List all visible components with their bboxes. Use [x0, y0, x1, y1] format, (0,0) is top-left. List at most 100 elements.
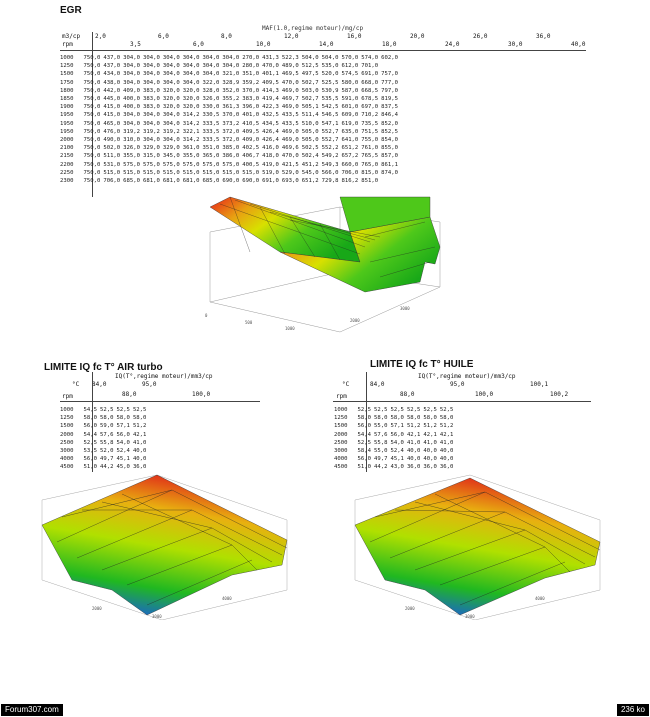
table-cell: 42,1 [439, 431, 454, 438]
table-cell: 304,0 [123, 71, 141, 78]
table-cell: 819,5 [381, 96, 398, 103]
table-cell: 706,0 [341, 169, 359, 176]
table-cell: 445,0 [103, 96, 121, 103]
table-cell: 668,5 [361, 87, 379, 94]
table-cell: 515,0 [123, 169, 141, 176]
table-cell: 520,0 [321, 71, 339, 78]
table-cell: 515,0 [222, 169, 240, 176]
table-cell: 351,0 [202, 145, 220, 152]
table-cell: 36,0 [406, 464, 421, 471]
huile-unit-rpm: rpm [336, 393, 347, 400]
table-cell: 58,0 [132, 415, 147, 422]
table-cell: 58,0 [406, 415, 421, 422]
table-cell: 56,0 [357, 456, 371, 463]
column-header: 100,1 [530, 381, 549, 388]
egr-table: 1000 750,0 437,0 304,0 304,0 304,0 304,0 304,0 3… [60, 54, 620, 185]
table-cell: 797,0 [381, 87, 398, 94]
table-cell: 345,0 [162, 153, 180, 160]
table-cell: 333,5 [202, 128, 220, 135]
table-cell: 54,5 [83, 407, 97, 413]
table-row: 2150 750,0 511,0 355,0 315,0 345,0 355,0 365,0 3… [60, 152, 401, 160]
table-cell: 619,0 [341, 120, 359, 127]
table-cell: 442,0 [103, 87, 121, 94]
table-cell: 40,0 [423, 456, 437, 463]
table-row: 4500 51,0 44,2 45,0 36,0 [60, 463, 149, 471]
table-cell: 304,0 [143, 55, 160, 61]
table-cell: 552,7 [321, 128, 339, 135]
table-cell: 304,0 [123, 55, 141, 61]
table-cell: 502,7 [301, 79, 319, 86]
table-cell: 502,7 [301, 96, 319, 103]
air-axis-ticks: 2000 3000 4000 [92, 596, 232, 619]
table-cell: 735,5 [361, 120, 379, 127]
huile-axis-ticks: 2000 3000 4000 [405, 596, 545, 619]
table-cell: 304,0 [182, 63, 200, 70]
table-cell: 750,0 [83, 87, 101, 94]
table-cell: 41,0 [439, 439, 454, 446]
table-cell: 815,0 [361, 169, 379, 176]
table-cell: 549,2 [321, 153, 339, 160]
table-cell: 52,0 [99, 448, 114, 455]
huile-axis-box [354, 474, 601, 620]
table-cell: 58,4 [357, 448, 371, 455]
row-header-cell: 2250 [60, 169, 74, 176]
table-cell: 55,0 [373, 423, 388, 430]
table-cell: 304,0 [162, 55, 180, 61]
table-cell: 355,0 [182, 153, 200, 160]
table-cell: 52,5 [99, 407, 114, 413]
table-row: 4000 56,0 49,7 45,1 40,0 40,0 40,0 [334, 455, 456, 463]
table-cell: 42,1 [132, 431, 147, 438]
table-cell: 372,0 [222, 128, 240, 135]
egr-surface-plot: 0 500 1000 2000 3000 [205, 196, 441, 333]
table-cell: 383,0 [143, 96, 160, 103]
egr-header-divider [60, 50, 586, 51]
table-cell: 401,1 [262, 71, 279, 78]
table-cell: 329,0 [162, 145, 180, 152]
air-surface-plot: 2000 3000 4000 [41, 474, 288, 620]
table-cell: 750,0 [83, 63, 101, 70]
table-row: 1250 750,0 437,0 304,0 304,0 304,0 304,0 304,0 3… [60, 62, 401, 70]
table-cell: 352,0 [222, 87, 240, 94]
table-cell: 314,2 [182, 120, 200, 127]
table-cell: 304,0 [143, 112, 160, 119]
table-row: 2200 750,0 531,0 575,0 575,0 575,0 575,0 575,0 5… [60, 161, 401, 169]
table-cell: 765,0 [361, 161, 379, 168]
table-cell: 750,0 [83, 178, 101, 185]
table-cell: 326,0 [202, 96, 220, 103]
footer-size: 236 ko [616, 704, 649, 716]
egr-axis-label: MAF(1.0,regime moteur)/mg/cp [262, 25, 364, 32]
table-row: 1850 750,0 445,0 400,0 383,0 320,0 320,0 326,0 3… [60, 95, 401, 103]
table-cell: 693,0 [281, 178, 299, 185]
table-cell: 469,0 [281, 104, 299, 111]
table-cell: 657,2 [341, 153, 359, 160]
table-row: 1250 58,0 58,0 58,0 58,0 58,0 58,0 [334, 414, 456, 422]
table-cell: 326,0 [123, 145, 141, 152]
table-cell: 58,0 [373, 415, 388, 422]
table-row: 1950 750,0 465,0 304,0 304,0 304,0 314,2 333,5 3… [60, 120, 401, 128]
row-header-cell: 1000 [334, 407, 348, 413]
table-cell: 690,0 [222, 178, 240, 185]
table-cell: 476,0 [103, 128, 121, 135]
table-cell: 40,0 [439, 456, 454, 463]
table-cell: 56,0 [357, 423, 371, 430]
table-cell: 529,0 [281, 169, 299, 176]
svg-text:4000: 4000 [222, 596, 232, 601]
table-cell: 765,5 [361, 153, 379, 160]
table-cell: 52,5 [132, 407, 147, 413]
table-cell: 304,0 [162, 137, 180, 144]
row-header-cell: 1500 [60, 71, 74, 78]
table-row: 1250 58,0 58,0 58,0 58,0 [60, 414, 149, 422]
row-header-cell: 1750 [60, 79, 74, 86]
huile-row-divider [366, 372, 367, 472]
row-header-cell: 1250 [60, 415, 74, 422]
table-cell: 52,5 [357, 439, 371, 446]
table-cell: 320,0 [182, 87, 200, 94]
row-header-cell: 1500 [334, 423, 348, 430]
table-cell: 42,1 [406, 431, 421, 438]
table-cell: 49,7 [99, 456, 114, 463]
row-header-cell: 4000 [60, 456, 74, 463]
table-cell: 58,0 [99, 415, 114, 422]
table-cell: 370,0 [242, 87, 260, 94]
column-header: 14,0 [319, 41, 334, 48]
table-cell: 691,0 [361, 71, 379, 78]
